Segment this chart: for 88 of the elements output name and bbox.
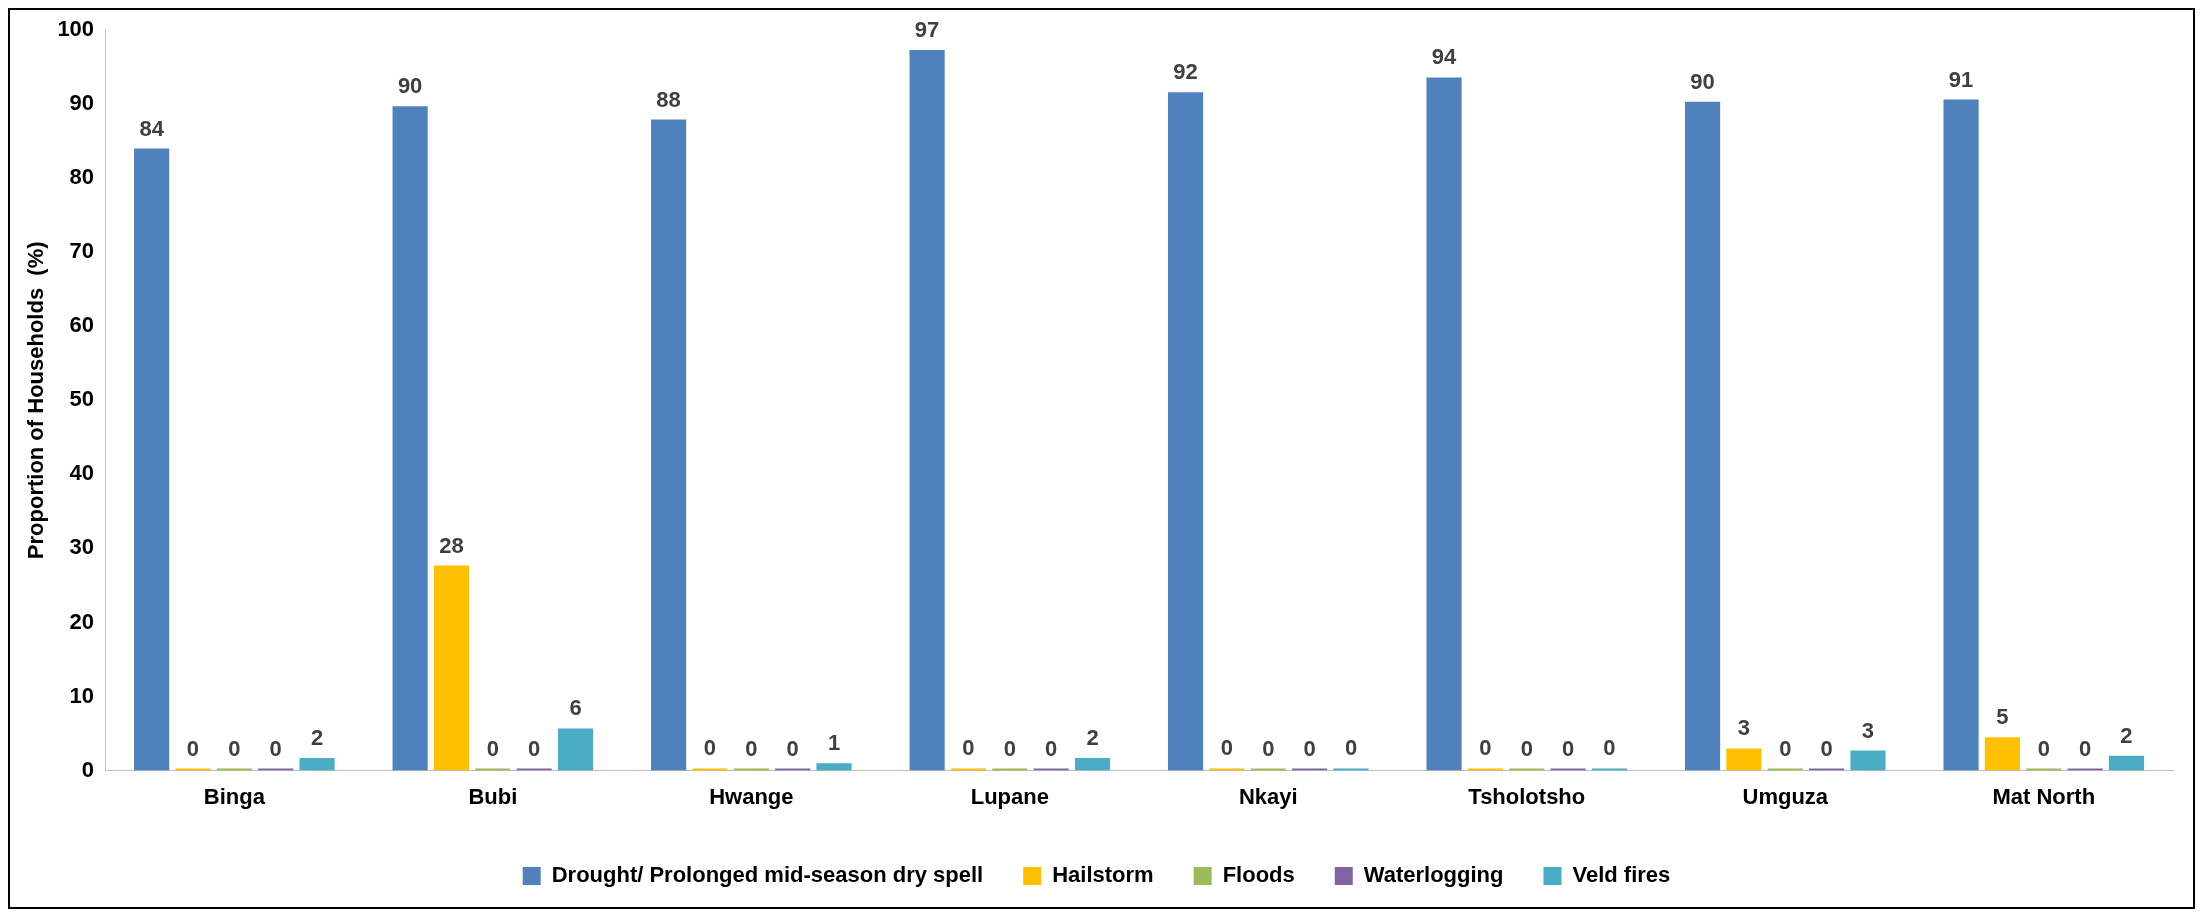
data-label: 0 [1779,735,1792,761]
data-label: 0 [1479,735,1492,761]
x-tick-label: Bubi [468,783,518,809]
y-tick-label: 10 [69,682,95,708]
data-label: 6 [569,695,582,721]
data-label: 0 [1220,735,1234,761]
bar [392,106,428,771]
data-label: 0 [528,735,541,761]
data-label: 94 [1431,44,1458,70]
bar [1850,750,1886,771]
bar [1684,101,1721,771]
data-label: 0 [1003,735,1016,761]
bar [1074,758,1111,771]
x-tick-label: Tsholotsho [1468,783,1586,809]
data-label: 0 [1562,735,1575,761]
data-label: 2 [310,725,324,751]
data-label: 0 [1820,735,1833,761]
legend-label: Drought/ Prolonged mid-season dry spell [551,862,984,888]
data-label: 91 [1948,66,1974,92]
data-label: 0 [1520,735,1533,761]
bar [433,565,470,771]
data-label: 0 [1603,735,1616,761]
y-tick-label: 20 [69,608,95,634]
data-label: 3 [1737,715,1751,741]
y-tick-label: 40 [69,460,95,486]
data-label: 0 [1045,735,1058,761]
bar [1333,768,1369,771]
y-tick-label: 50 [69,386,95,412]
y-tick-label: 90 [69,90,95,116]
data-label: 0 [1344,735,1358,761]
bar [692,768,728,771]
bar [909,50,945,771]
bar [134,148,170,771]
data-label: 0 [745,735,758,761]
y-tick-label: 60 [69,312,95,338]
data-label: 92 [1173,59,1198,85]
x-tick-label: Hwange [709,783,794,809]
bar [1726,748,1762,771]
bar [816,763,852,771]
data-label: 88 [656,86,681,112]
data-label: 3 [1861,717,1875,743]
bar [2108,755,2145,771]
data-label: 5 [1996,704,2009,730]
bar [1426,77,1462,771]
data-label: 84 [139,115,165,141]
data-label: 28 [439,532,464,558]
data-label: 90 [1690,68,1715,94]
x-tick-label: Umguza [1742,783,1829,809]
y-tick-label: 70 [69,238,95,264]
bar [1591,768,1628,771]
legend-label: Floods [1222,862,1295,888]
bar [950,768,987,771]
data-label: 0 [703,735,717,761]
y-tick-label: 80 [69,164,95,190]
x-tick-label: Binga [203,783,266,809]
data-label: 0 [2078,735,2092,761]
data-label: 0 [962,735,975,761]
data-label: 0 [786,735,799,761]
data-label: 0 [1303,735,1316,761]
data-label: 90 [397,73,423,99]
y-tick-label: 100 [57,16,95,42]
legend-label: Hailstorm [1052,862,1154,888]
bar [1943,99,1979,771]
y-tick-label: 0 [81,756,95,782]
legend-label: Veld fires [1572,862,1671,888]
bar [1984,737,2020,771]
bar [299,758,335,771]
y-tick-label: 30 [69,534,95,560]
data-label: 2 [1086,725,1099,751]
data-label: 0 [269,735,282,761]
data-label: 97 [914,17,940,43]
bar [557,728,594,771]
data-label: 2 [2120,722,2133,748]
data-label: 0 [228,735,241,761]
legend-label: Waterlogging [1363,862,1504,888]
data-label: 1 [827,730,841,756]
bar [1467,768,1503,771]
data-label: 0 [186,735,200,761]
bar [651,119,687,771]
x-tick-label: Lupane [970,783,1049,809]
x-tick-label: Nkayi [1238,783,1298,809]
y-axis-title: Proportion of Households (%) [23,241,49,560]
x-tick-label: Mat North [1992,783,2096,809]
data-label: 0 [1262,735,1275,761]
data-label: 0 [2037,735,2050,761]
data-label: 0 [486,735,499,761]
bar [1168,92,1204,771]
bar [1209,768,1245,771]
